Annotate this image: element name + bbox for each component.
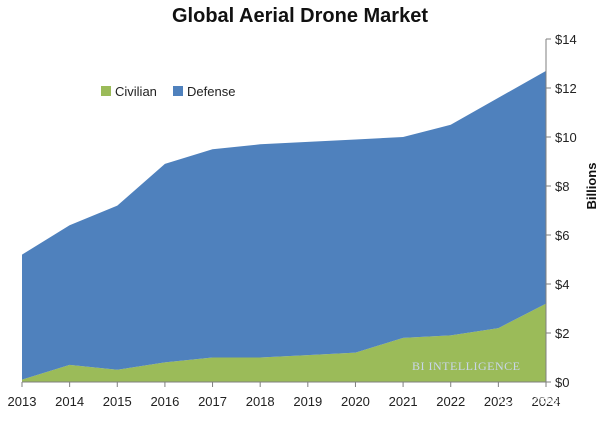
y-tick-label: $10: [555, 130, 577, 145]
x-tick-label: 2016: [150, 394, 179, 409]
source-watermark: Geososo: [500, 392, 565, 407]
x-tick-label: 2018: [246, 394, 275, 409]
legend: Civilian Defense: [101, 84, 235, 99]
y-tick-label: $12: [555, 81, 577, 96]
source-logo-icon: [500, 392, 514, 406]
x-tick-label: 2019: [293, 394, 322, 409]
bi-intelligence-watermark: BI INTELLIGENCE: [412, 359, 520, 373]
y-tick-label: $6: [555, 228, 569, 243]
area-civilian: [22, 303, 546, 382]
x-tick-label: 2020: [341, 394, 370, 409]
legend-label-civilian: Civilian: [115, 84, 157, 99]
x-tick-label: 2017: [198, 394, 227, 409]
legend-swatch-civilian: [101, 86, 111, 96]
y-tick-label: $4: [555, 277, 569, 292]
x-tick-label: 2014: [55, 394, 84, 409]
x-tick-label: 2013: [8, 394, 37, 409]
legend-swatch-defense: [173, 86, 183, 96]
legend-label-defense: Defense: [187, 84, 235, 99]
x-tick-label: 2024: [532, 394, 561, 409]
x-tick-label: 2021: [389, 394, 418, 409]
x-tick-label: 2022: [436, 394, 465, 409]
source-watermark-text: Geososo: [517, 393, 565, 407]
x-tick-label: 2015: [103, 394, 132, 409]
y-tick-label: $0: [555, 375, 569, 390]
y-tick-label: $14: [555, 32, 577, 47]
plot-area: $0 $2 $4 $6 $8 $10 $12 $14 2013 2014 2015 2016 2017 2…: [8, 32, 577, 409]
area-defense: [22, 70, 546, 380]
y-tick-label: $2: [555, 326, 569, 341]
x-tick-label: 2023: [484, 394, 513, 409]
y-axis-label: Billions: [584, 163, 599, 210]
chart-title: Global Aerial Drone Market: [172, 5, 428, 27]
y-tick-label: $8: [555, 179, 569, 194]
